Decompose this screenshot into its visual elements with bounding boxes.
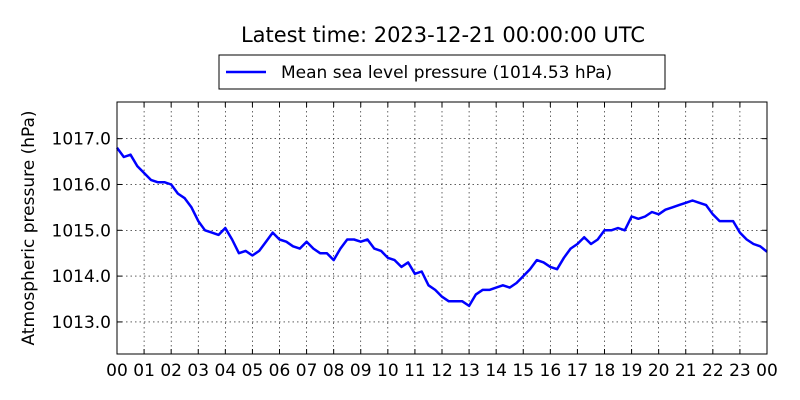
x-tick-label: 16 bbox=[540, 361, 562, 381]
y-tick-label: 1017.0 bbox=[52, 130, 111, 150]
x-tick-labels: 00 01 02 03 04 05 06 07 08 09 10 11 12 13 14 15 16 17 18 19… bbox=[106, 361, 778, 381]
x-tick-label: 19 bbox=[621, 361, 643, 381]
chart-title: Latest time: 2023-12-21 00:00:00 UTC bbox=[241, 23, 645, 47]
x-tick-label: 20 bbox=[648, 361, 670, 381]
y-tick-label: 1013.0 bbox=[52, 313, 111, 333]
x-tick-label: 05 bbox=[242, 361, 264, 381]
x-tick-label: 09 bbox=[350, 361, 372, 381]
legend-label: Mean sea level pressure (1014.53 hPa) bbox=[281, 63, 612, 83]
x-tick-label: 21 bbox=[675, 361, 697, 381]
x-tick-label: 18 bbox=[594, 361, 616, 381]
x-tick-label: 00 bbox=[106, 361, 128, 381]
x-tick-label: 08 bbox=[323, 361, 345, 381]
x-tick-label: 02 bbox=[160, 361, 182, 381]
x-tick-label: 22 bbox=[702, 361, 724, 381]
y-tick-label: 1015.0 bbox=[52, 221, 111, 241]
x-tick-label: 07 bbox=[296, 361, 318, 381]
legend: Mean sea level pressure (1014.53 hPa) bbox=[218, 54, 666, 90]
series-group bbox=[115, 147, 768, 308]
x-tick-label: 00 bbox=[756, 361, 778, 381]
x-tick-label: 03 bbox=[187, 361, 209, 381]
x-tick-label: 14 bbox=[485, 361, 507, 381]
x-tick-label: 01 bbox=[133, 361, 155, 381]
series-line-0 bbox=[115, 147, 768, 308]
y-tick-label: 1016.0 bbox=[52, 175, 111, 195]
x-tick-label: 11 bbox=[404, 361, 426, 381]
x-tick-label: 04 bbox=[215, 361, 237, 381]
x-tick-label: 06 bbox=[269, 361, 291, 381]
x-tick-label: 23 bbox=[729, 361, 751, 381]
x-tick-label: 15 bbox=[512, 361, 534, 381]
grid bbox=[117, 102, 767, 354]
plot-frame bbox=[116, 101, 768, 355]
x-tick-label: 10 bbox=[377, 361, 399, 381]
y-tick-label: 1014.0 bbox=[52, 267, 111, 287]
x-tick-label: 17 bbox=[567, 361, 589, 381]
legend-box bbox=[218, 54, 666, 90]
x-tick-label: 13 bbox=[458, 361, 480, 381]
y-tick-labels: 1013.0 1014.0 1015.0 1016.0 1017.0 bbox=[52, 130, 111, 333]
x-tick-label: 12 bbox=[431, 361, 453, 381]
y-axis-label: Atmospheric pressure (hPa) bbox=[19, 110, 39, 345]
